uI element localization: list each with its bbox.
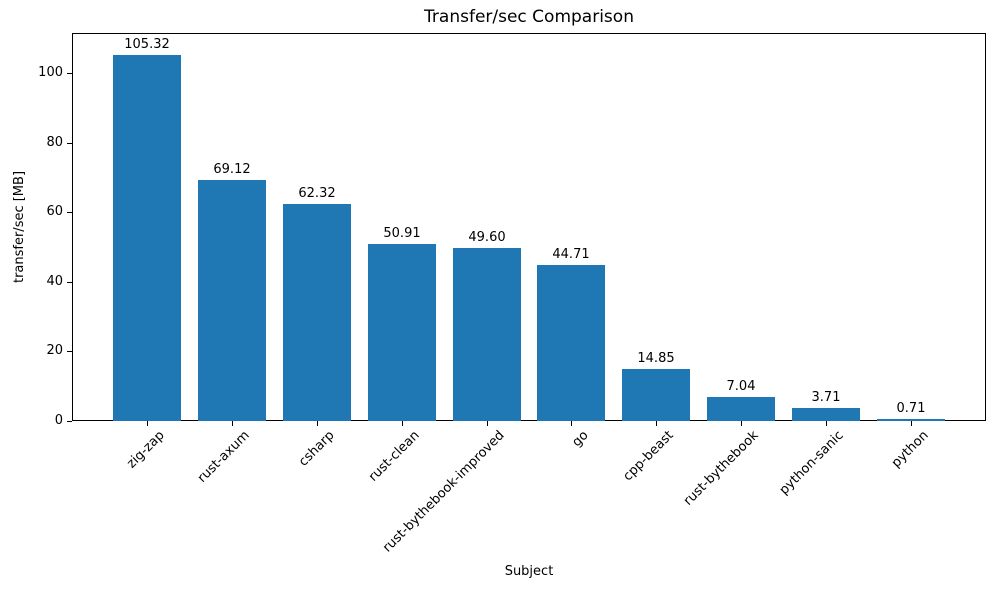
x-tick-label: zig-zap bbox=[124, 428, 168, 472]
x-tick-mark bbox=[487, 421, 488, 426]
y-tick-label: 40 bbox=[46, 274, 63, 289]
bar bbox=[792, 408, 860, 421]
bar-value-label: 0.71 bbox=[896, 401, 926, 416]
x-tick-mark bbox=[232, 421, 233, 426]
bar-value-label: 14.85 bbox=[637, 351, 675, 366]
bar bbox=[877, 419, 945, 421]
y-tick-label: 0 bbox=[54, 413, 63, 428]
x-tick-mark bbox=[147, 421, 148, 426]
x-axis-label: Subject bbox=[504, 564, 554, 579]
y-axis-label: transfer/sec [MB] bbox=[12, 170, 27, 284]
bar-value-label: 7.04 bbox=[726, 379, 756, 394]
y-tick-mark bbox=[67, 73, 72, 74]
x-tick-mark bbox=[571, 421, 572, 426]
y-tick-label: 20 bbox=[46, 343, 63, 358]
bar-value-label: 69.12 bbox=[213, 162, 251, 177]
bar-value-label: 44.71 bbox=[552, 247, 590, 262]
bar-value-label: 49.60 bbox=[468, 230, 506, 245]
bar-value-label: 3.71 bbox=[811, 390, 841, 405]
bar-value-label: 50.91 bbox=[383, 226, 421, 241]
y-tick-mark bbox=[67, 421, 72, 422]
x-tick-mark bbox=[317, 421, 318, 426]
bar bbox=[368, 244, 436, 421]
y-tick-label: 60 bbox=[46, 204, 63, 219]
x-tick-mark bbox=[656, 421, 657, 426]
y-tick-mark bbox=[67, 282, 72, 283]
bar bbox=[113, 55, 181, 421]
x-tick-mark bbox=[741, 421, 742, 426]
x-tick-mark bbox=[826, 421, 827, 426]
y-tick-label: 100 bbox=[38, 65, 63, 80]
x-tick-mark bbox=[402, 421, 403, 426]
bar-value-label: 105.32 bbox=[124, 37, 170, 52]
bar bbox=[283, 204, 351, 421]
bar bbox=[198, 180, 266, 421]
y-tick-mark bbox=[67, 212, 72, 213]
bar bbox=[707, 397, 775, 421]
y-tick-mark bbox=[67, 351, 72, 352]
bar bbox=[622, 369, 690, 421]
y-tick-mark bbox=[67, 143, 72, 144]
bar-value-label: 62.32 bbox=[298, 186, 336, 201]
chart-title: Transfer/sec Comparison bbox=[424, 7, 634, 27]
bar bbox=[537, 265, 605, 421]
x-tick-mark bbox=[911, 421, 912, 426]
y-tick-label: 80 bbox=[46, 135, 63, 150]
bar bbox=[453, 248, 521, 421]
